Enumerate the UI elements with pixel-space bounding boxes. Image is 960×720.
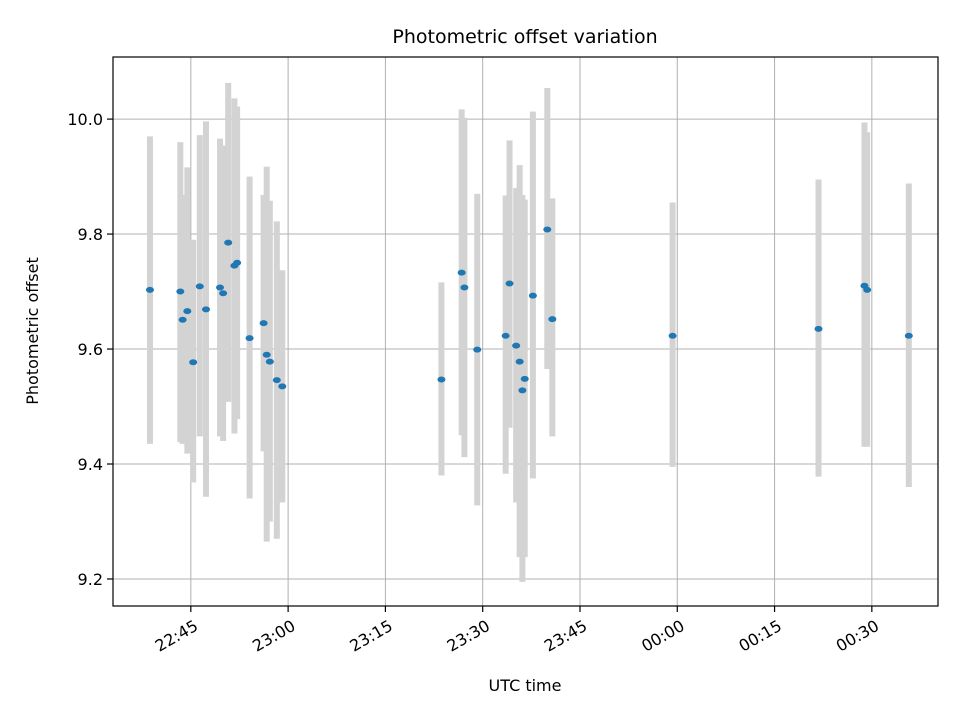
data-point [202, 306, 211, 313]
data-point [176, 288, 185, 295]
data-point [224, 239, 233, 246]
data-point [512, 342, 521, 349]
data-point [272, 377, 281, 384]
data-point [265, 358, 274, 365]
data-point [515, 358, 524, 365]
data-point [543, 226, 552, 233]
x-axis-label: UTC time [489, 676, 562, 695]
data-point [233, 259, 242, 266]
data-point [505, 280, 514, 287]
data-point [528, 292, 537, 299]
data-point [183, 308, 192, 315]
data-point [668, 332, 677, 339]
plot-frame [112, 56, 939, 607]
data-point [245, 335, 254, 342]
data-point [460, 284, 469, 291]
y-tick-label: 9.8 [78, 225, 103, 244]
chart-title: Photometric offset variation [392, 26, 657, 48]
data-point [437, 376, 446, 383]
data-point [501, 332, 510, 339]
data-point [216, 284, 225, 291]
y-tick-label: 9.6 [78, 340, 103, 359]
data-point [473, 346, 482, 353]
data-point [863, 286, 872, 293]
data-point [457, 269, 466, 276]
data-point [259, 320, 268, 327]
data-point [278, 383, 287, 390]
data-point [814, 325, 823, 332]
data-point [195, 283, 204, 290]
data-point [145, 286, 154, 293]
data-point [518, 387, 527, 394]
data-point [178, 316, 187, 323]
y-axis-ticks: 9.2 9.4 9.6 9.8 10.0 [67, 110, 113, 589]
data-points [145, 226, 913, 394]
data-point [904, 332, 913, 339]
y-tick-label: 10.0 [67, 110, 103, 129]
data-point [189, 359, 198, 366]
y-axis-label: Photometric offset [23, 257, 42, 405]
data-point [219, 290, 228, 297]
data-point [262, 351, 271, 358]
data-point [548, 316, 557, 323]
y-tick-label: 9.2 [78, 570, 103, 589]
data-point [520, 375, 529, 382]
y-tick-label: 9.4 [78, 455, 103, 474]
